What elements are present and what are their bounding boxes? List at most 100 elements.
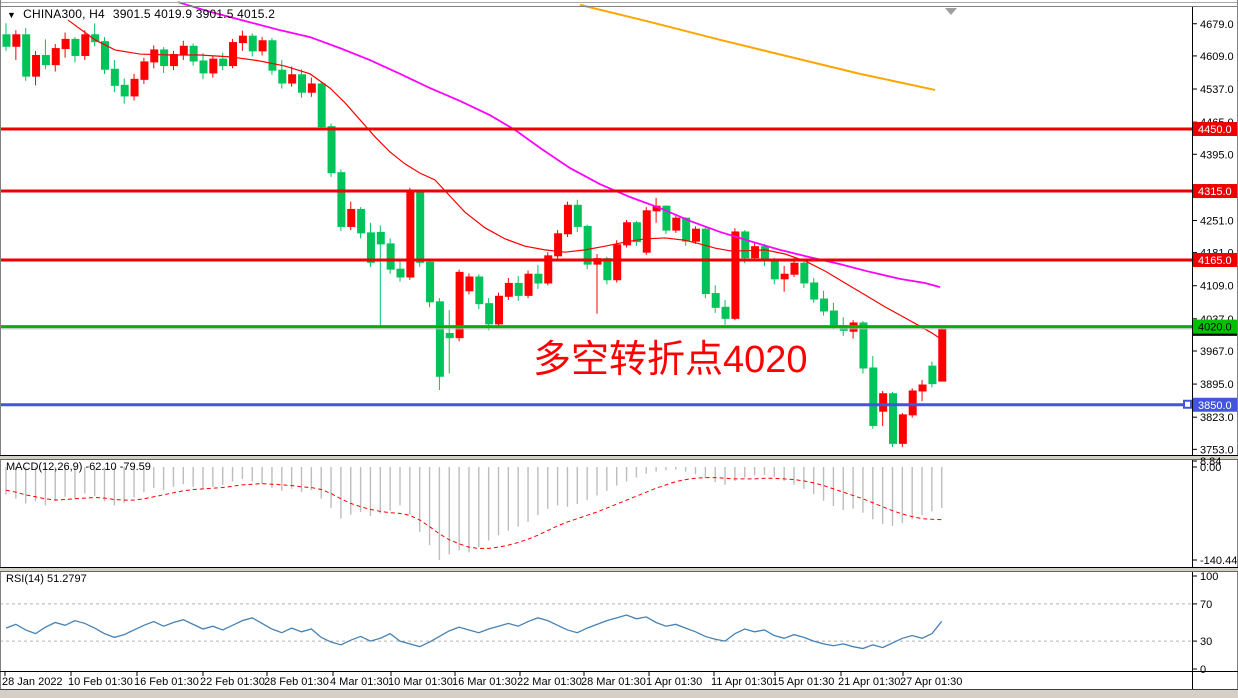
- candle-body: [229, 42, 238, 67]
- price-tick-label: 3823.0: [1200, 412, 1234, 424]
- candle-body: [524, 273, 533, 296]
- candle-body: [623, 222, 632, 246]
- window-bottom-edge: [0, 690, 1238, 698]
- ma-slow-line: [177, 1, 941, 288]
- candle-body: [51, 48, 60, 66]
- candle-body: [120, 84, 129, 97]
- annotation-text[interactable]: 多空转折点4020: [533, 339, 808, 381]
- time-tick-label: 21 Apr 01:30: [838, 676, 900, 688]
- price-badge-text: 4165.0: [1198, 255, 1232, 267]
- candle-body: [160, 49, 169, 67]
- candle-body: [780, 273, 789, 280]
- time-tick-label: 22 Feb 01:30: [200, 676, 265, 688]
- splitter-macd-rsi[interactable]: [0, 568, 1238, 571]
- time-tick-label: 4 Mar 01:30: [330, 676, 389, 688]
- candle-body: [288, 74, 297, 84]
- candle-body: [209, 58, 218, 74]
- candle-body: [268, 40, 277, 71]
- candle-body: [337, 172, 346, 227]
- rsi-axis-label: 0: [1200, 664, 1206, 676]
- candle-body: [258, 40, 267, 52]
- candle-body: [485, 303, 494, 325]
- candle-body: [938, 328, 947, 382]
- candle-body: [12, 34, 21, 47]
- chart-shift-icon[interactable]: [945, 8, 957, 15]
- candle-body: [317, 83, 326, 128]
- candle-body: [22, 34, 31, 77]
- blue-line-handle[interactable]: [1183, 399, 1192, 409]
- candle-body: [563, 204, 572, 235]
- price-axis: 4679.04609.04537.04465.04395.04323.04251…: [1192, 19, 1237, 676]
- candle-body: [908, 390, 917, 416]
- candle-body: [514, 282, 523, 296]
- rsi-axis-label: 100: [1200, 571, 1218, 583]
- candle-body: [455, 271, 464, 339]
- symbol-dropdown-icon[interactable]: ▼: [7, 10, 17, 20]
- candle-body: [869, 367, 878, 426]
- candle-body: [721, 306, 730, 319]
- candle-body: [829, 310, 838, 327]
- price-badge-4165.0: [1193, 252, 1237, 267]
- candle-body: [406, 191, 415, 278]
- candle-body: [376, 231, 385, 245]
- ohlc-values: 3901.5 4019.9 3901.5 4015.2: [112, 7, 276, 21]
- candle-body: [91, 34, 100, 43]
- candle-body: [682, 217, 691, 242]
- macd-indicator-label: MACD(12,26,9) -62.10 -79.59: [6, 461, 151, 473]
- candle-body: [386, 243, 395, 270]
- candle-body: [61, 38, 70, 50]
- candle-body: [918, 384, 927, 392]
- candle-body: [327, 126, 336, 174]
- price-badge-4450.0: [1193, 122, 1237, 136]
- candle-body: [110, 68, 119, 86]
- splitter-main-macd[interactable]: [0, 456, 1238, 459]
- candle-body: [642, 210, 651, 253]
- candle-body: [632, 222, 641, 243]
- trendline-orange[interactable]: [579, 3, 936, 91]
- candle-body: [711, 293, 720, 308]
- candle-body: [465, 276, 474, 292]
- rsi-axis-label: 70: [1200, 599, 1212, 611]
- time-tick-label: 27 Apr 01:30: [900, 676, 962, 688]
- candle-body: [150, 49, 159, 63]
- candles: [2, 23, 947, 448]
- candle-body: [435, 301, 444, 377]
- macd-axis-label: 8.84: [1200, 456, 1221, 468]
- candle-body: [32, 54, 41, 77]
- candle-body: [396, 268, 405, 278]
- candle-body: [140, 61, 149, 80]
- rsi-axis-label: 30: [1200, 636, 1212, 648]
- macd-pane: [5, 467, 943, 560]
- candle-body: [898, 414, 907, 444]
- macd-axis-label: -140.44: [1200, 555, 1237, 567]
- candle-body: [475, 276, 484, 305]
- rsi-pane: [0, 603, 1192, 650]
- macd-signal-line: [5, 477, 942, 549]
- time-tick-label: 16 Mar 01:30: [452, 676, 517, 688]
- candle-body: [662, 205, 671, 231]
- price-tick-label: 4609.0: [1200, 51, 1234, 63]
- ma-fast-line: [67, 19, 942, 340]
- price-tick-label: 4109.0: [1200, 281, 1234, 293]
- price-tick-label: 4251.0: [1200, 215, 1234, 227]
- candle-body: [554, 233, 563, 257]
- candle-body: [81, 34, 90, 56]
- candle-body: [573, 204, 582, 227]
- candle-body: [613, 244, 622, 281]
- candle-body: [169, 54, 178, 67]
- candle-body: [928, 365, 937, 385]
- candle-body: [879, 393, 888, 412]
- candle-body: [248, 35, 257, 52]
- candle-body: [179, 45, 188, 56]
- symbol-period-label: CHINA300, H4: [23, 7, 105, 21]
- candle-body: [238, 35, 247, 44]
- candle-body: [219, 58, 228, 67]
- candle-body: [534, 273, 543, 284]
- candle-body: [307, 83, 316, 93]
- time-tick-label: 10 Feb 01:30: [68, 676, 133, 688]
- candle-body: [544, 255, 553, 284]
- candle-body: [130, 78, 139, 97]
- candle-body: [741, 231, 750, 259]
